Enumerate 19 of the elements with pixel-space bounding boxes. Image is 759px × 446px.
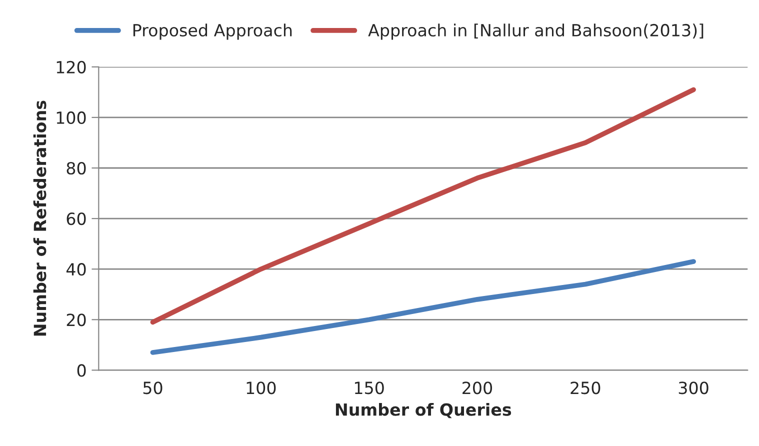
line-series — [150, 87, 696, 325]
line-series — [150, 259, 696, 355]
x-tick-label: 100 — [246, 382, 276, 394]
y-tick-label: 120 — [56, 60, 86, 74]
x-axis-title: Number of Queries — [336, 402, 512, 418]
y-tick-label: 100 — [56, 111, 86, 124]
y-axis-title: Number of Refederations — [33, 100, 46, 336]
y-tick-label: 20 — [66, 314, 86, 326]
y-tick-label: 60 — [66, 212, 86, 226]
x-tick-label: 300 — [678, 382, 708, 394]
y-tick-label: 80 — [66, 162, 86, 175]
x-tick-label: 250 — [570, 382, 600, 394]
y-tick-label: 0 — [77, 364, 86, 377]
x-tick-label: 200 — [462, 382, 492, 394]
x-tick-label: 50 — [143, 382, 162, 394]
x-tick-label: 150 — [354, 382, 384, 394]
legend-label: Proposed Approach — [133, 24, 292, 40]
legend-label: Approach in [Nallur and Bahsoon(2013)] — [368, 24, 704, 40]
y-tick-label: 40 — [66, 263, 86, 276]
